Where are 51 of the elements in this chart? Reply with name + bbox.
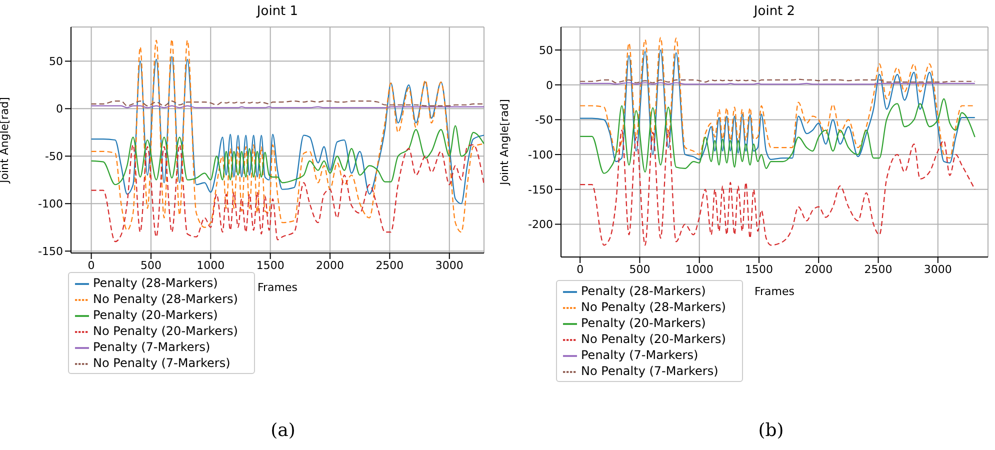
- text: (b): [757, 420, 785, 441]
- x-tick-label: 3000: [924, 262, 952, 276]
- legend-label: Penalty (28-Markers): [93, 276, 218, 290]
- y-tick-label: -100: [528, 148, 553, 162]
- x-tick-label: 500: [629, 262, 650, 276]
- legend-label: No Penalty (7-Markers): [581, 364, 718, 378]
- legend-label: No Penalty (20-Markers): [93, 324, 238, 338]
- x-axis-title: Frames: [257, 281, 298, 294]
- legend-label: No Penalty (28-Markers): [93, 292, 238, 306]
- chart-title: Joint 2: [752, 4, 796, 19]
- y-tick-label: 50: [49, 55, 63, 68]
- x-tick-label: 2500: [864, 262, 892, 276]
- x-tick-label: 2000: [804, 262, 833, 276]
- y-tick-label: -200: [528, 218, 553, 232]
- chart-title: Joint 1: [255, 4, 300, 19]
- y-tick-label: -50: [535, 114, 553, 127]
- y-axis-title: Joint Angle[rad]: [0, 97, 11, 184]
- y-tick-label: -150: [528, 183, 553, 196]
- y-axis-title: Joint Angle[rad]: [498, 99, 511, 186]
- y-tick-label: -150: [38, 245, 63, 258]
- line-series: [90, 125, 484, 186]
- line-series: [90, 144, 484, 242]
- y-tick-label: 0: [546, 78, 553, 92]
- y-tick-label: 50: [539, 44, 553, 57]
- x-tick-label: 2000: [316, 258, 344, 272]
- x-tick-label: 2500: [376, 258, 404, 272]
- line-series: [90, 56, 484, 204]
- x-tick-label: 0: [576, 262, 584, 276]
- x-tick-label: 1500: [744, 262, 773, 276]
- legend-label: No Penalty (28-Markers): [581, 300, 726, 314]
- legend-label: Penalty (20-Markers): [581, 316, 706, 330]
- y-tick-label: -50: [45, 150, 63, 164]
- legend-label: Penalty (7-Markers): [93, 340, 210, 354]
- legend-label: Penalty (28-Markers): [581, 284, 706, 298]
- x-tick-label: 3000: [435, 258, 464, 272]
- legend-label: Penalty (20-Markers): [93, 308, 218, 322]
- legend-label: No Penalty (20-Markers): [581, 332, 726, 346]
- x-axis-title: Frames: [754, 285, 795, 298]
- legend-label: No Penalty (7-Markers): [93, 356, 230, 370]
- y-tick-label: 0: [56, 102, 63, 116]
- x-tick-label: 1000: [196, 258, 225, 272]
- x-tick-label: 1500: [256, 258, 284, 272]
- x-tick-label: 0: [88, 258, 95, 272]
- text: (a): [270, 420, 296, 441]
- y-tick-label: -100: [38, 198, 63, 211]
- x-tick-label: 500: [140, 258, 162, 272]
- legend-label: Penalty (7-Markers): [581, 348, 698, 362]
- line-series: [90, 38, 484, 233]
- line-series: [580, 130, 976, 246]
- x-tick-label: 1000: [685, 262, 714, 276]
- line-series: [580, 98, 976, 174]
